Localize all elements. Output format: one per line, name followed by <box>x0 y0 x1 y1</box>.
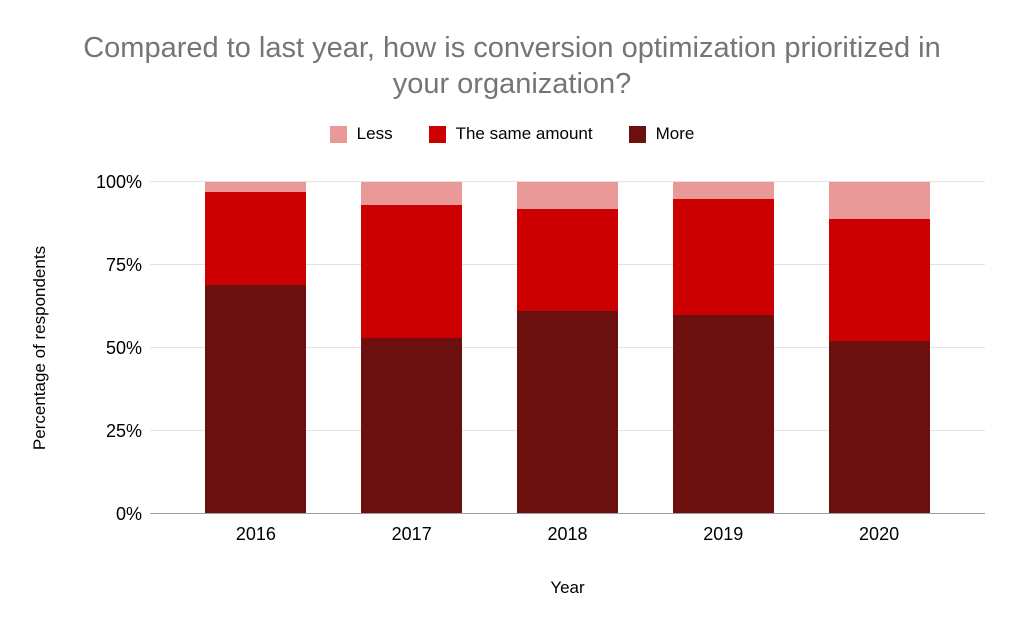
y-tick-label-75%: 75% <box>105 255 142 275</box>
bar-2019 <box>672 182 774 514</box>
segment-2019-the-same-amount <box>672 198 774 315</box>
segment-2019-less <box>672 182 774 199</box>
legend: Less The same amount More <box>0 124 1024 144</box>
x-tick-label-2019: 2019 <box>703 524 744 544</box>
bar-2018 <box>516 182 618 514</box>
x-tick-label-2018: 2018 <box>547 524 588 544</box>
gridline-0% <box>150 513 985 514</box>
chart-title: Compared to last year, how is conversion… <box>83 32 941 101</box>
segment-2020-the-same-amount <box>828 218 930 342</box>
segment-2018-the-same-amount <box>516 208 618 312</box>
x-labels: 2016 2017 2018 2019 2020 <box>150 524 985 545</box>
x-tick-label-2016: 2016 <box>235 524 276 544</box>
x-axis-title: Year <box>550 578 585 597</box>
y-tick-label-50%: 50% <box>105 338 142 358</box>
y-tick-label-100%: 100% <box>95 172 142 192</box>
segment-2017-the-same-amount <box>361 205 463 339</box>
bars <box>150 182 985 514</box>
legend-label-more: More <box>655 124 695 143</box>
legend-item-more: More <box>628 124 695 144</box>
plot-area <box>150 181 985 514</box>
segment-2016-more <box>205 284 307 514</box>
bar-2016 <box>205 182 307 514</box>
legend-swatch-more-icon <box>628 125 646 143</box>
y-ticks: 0% 25% 50% 75% 100% <box>0 173 142 523</box>
bar-2017 <box>361 182 463 514</box>
y-tick-label-25%: 25% <box>105 421 142 441</box>
bar-2020 <box>828 182 930 514</box>
x-tick-label-2017: 2017 <box>391 524 432 544</box>
legend-item-same-amount: The same amount <box>428 124 593 144</box>
segment-2017-more <box>361 338 463 514</box>
x-tick-label-2020: 2020 <box>859 524 900 544</box>
segment-2016-the-same-amount <box>205 191 307 285</box>
legend-item-less: Less <box>329 124 393 144</box>
segment-2018-less <box>516 182 618 209</box>
legend-label-same-amount: The same amount <box>455 124 593 143</box>
y-tick-label-0%: 0% <box>115 504 142 524</box>
gridline-100% <box>150 181 985 182</box>
segment-2016-less <box>205 182 307 192</box>
segment-2018-more <box>516 311 618 514</box>
legend-swatch-same-amount-icon <box>428 125 446 143</box>
segment-2019-more <box>672 314 774 514</box>
segment-2020-less <box>828 182 930 219</box>
segment-2017-less <box>361 182 463 206</box>
legend-swatch-less-icon <box>329 125 347 143</box>
legend-label-less: Less <box>356 124 393 143</box>
segment-2020-more <box>828 341 930 514</box>
